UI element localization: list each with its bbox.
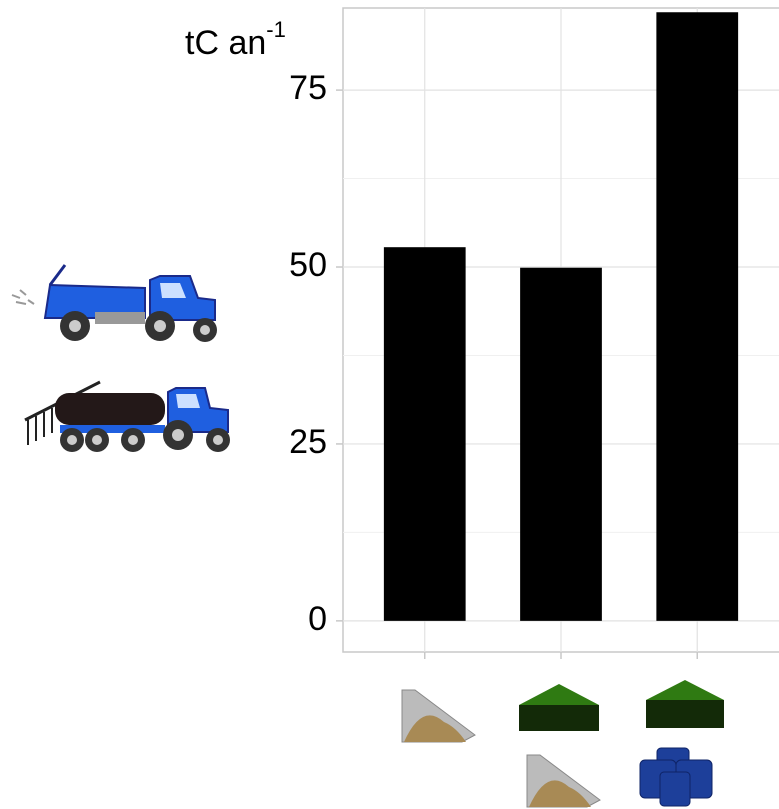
- tanks-icon: [639, 747, 713, 807]
- spreader-icon: [11, 264, 217, 342]
- y-tick-label: 0: [308, 600, 327, 638]
- dome-icon: [519, 684, 599, 731]
- y-tick-label: 25: [289, 423, 327, 461]
- y-tick-label: 50: [289, 246, 327, 284]
- y-tick-label: 75: [289, 69, 327, 107]
- heap-icon: [401, 689, 476, 743]
- y-axis-label-text: tC an: [185, 24, 266, 62]
- y-axis-label: tC an-1: [185, 17, 286, 62]
- bar: [383, 247, 466, 621]
- dome-icon: [646, 680, 724, 728]
- bar: [520, 267, 602, 621]
- tanker-icon: [24, 380, 230, 452]
- y-axis-label-superscript: -1: [266, 17, 286, 42]
- bar: [656, 12, 739, 621]
- heap-icon: [526, 754, 601, 808]
